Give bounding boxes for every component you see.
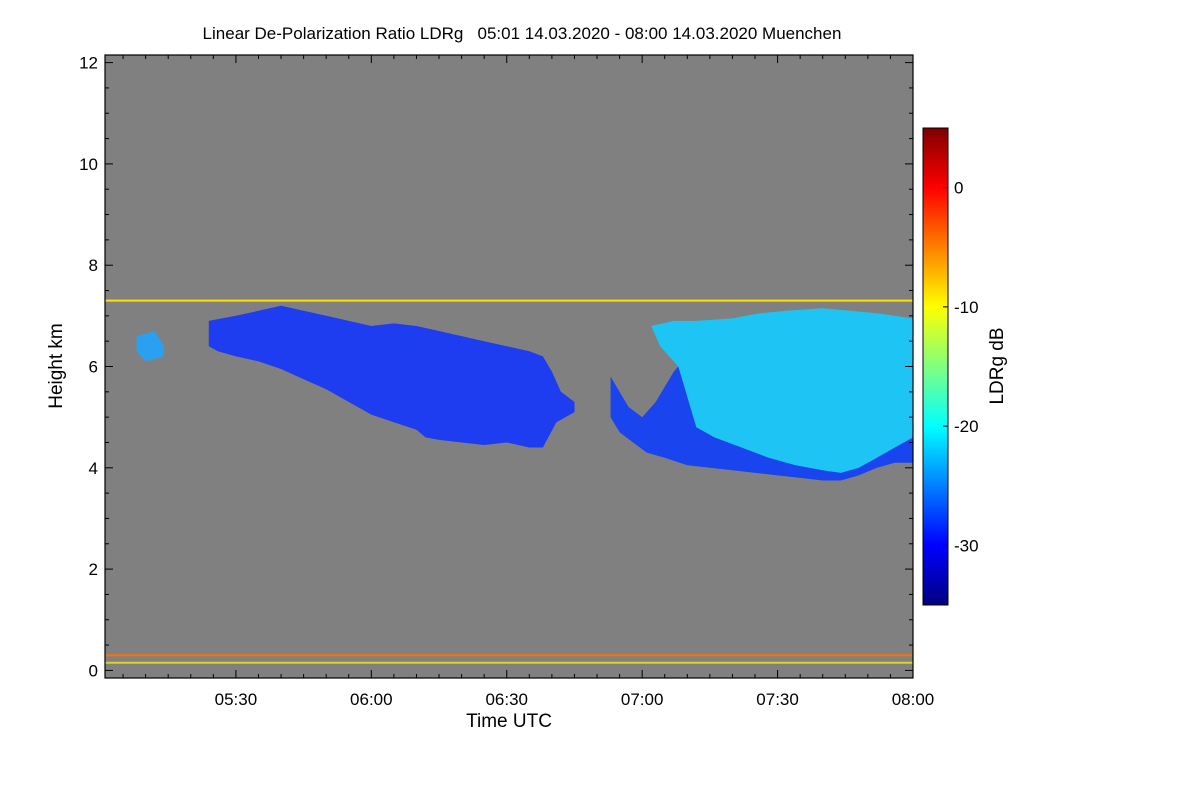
x-tick-label: 05:30 <box>215 690 258 709</box>
x-tick-label: 08:00 <box>892 690 935 709</box>
y-axis-label: Height km <box>46 323 67 409</box>
x-axis-label: Time UTC <box>466 711 552 732</box>
colorbar-ticks: 0 -10 -20 -30 <box>943 179 979 555</box>
x-axis: 05:30 06:00 06:30 07:00 07:30 08:00 <box>122 55 935 709</box>
x-tick-label: 06:00 <box>350 690 393 709</box>
chart-title: Linear De-Polarization Ratio LDRg 05:01 … <box>203 24 842 43</box>
colorbar-gradient <box>922 127 949 606</box>
x-tick-label: 07:30 <box>756 690 799 709</box>
colorbar-tick-label: -30 <box>954 536 979 555</box>
colorbar-label: LDRg dB <box>987 327 1008 404</box>
x-tick-label: 06:30 <box>485 690 528 709</box>
colorbar-tick-label: -10 <box>954 298 979 317</box>
y-tick-label: 12 <box>79 54 98 73</box>
plot-area <box>105 55 913 678</box>
y-axis: 0 2 4 6 8 10 12 <box>79 54 913 680</box>
cloud-layer-1 <box>208 305 575 448</box>
y-tick-label: 10 <box>79 155 98 174</box>
y-tick-label: 2 <box>89 560 98 579</box>
y-tick-label: 8 <box>89 256 98 275</box>
x-tick-label: 07:00 <box>621 690 664 709</box>
colorbar-tick-label: -20 <box>954 417 979 436</box>
y-tick-label: 0 <box>89 661 98 680</box>
y-tick-label: 4 <box>89 459 98 478</box>
colorbar-tick-label: 0 <box>954 179 963 198</box>
cloud-fragment <box>136 331 164 362</box>
cloud-layer-2-inner <box>651 308 913 473</box>
colorbar: 0 -10 -20 -30 LDRg dB <box>922 127 1008 606</box>
y-tick-label: 6 <box>89 358 98 377</box>
